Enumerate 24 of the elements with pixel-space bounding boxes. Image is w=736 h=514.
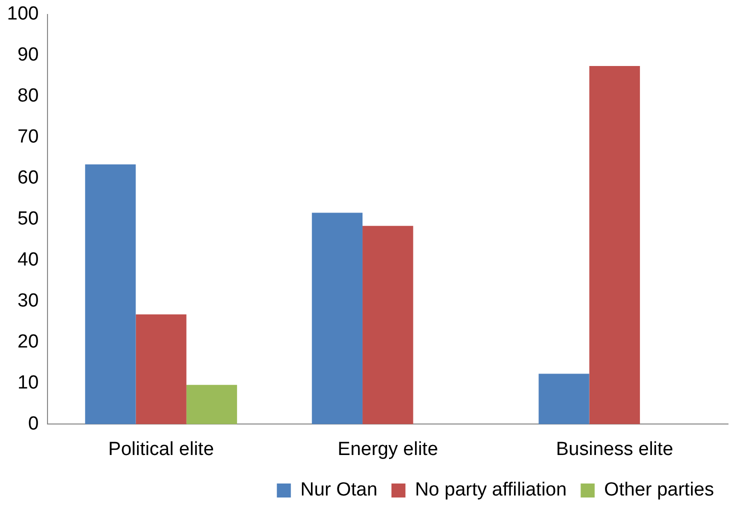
y-tick-label: 10	[18, 372, 39, 394]
x-tick-label: Business elite	[556, 438, 674, 460]
bar	[538, 374, 590, 424]
x-tick-label: Political elite	[108, 438, 214, 460]
y-tick-label: 70	[18, 126, 39, 148]
legend-label: Nur Otan	[300, 480, 378, 501]
bar	[589, 66, 640, 424]
bar	[186, 384, 238, 424]
x-tick-label: Energy elite	[338, 438, 438, 460]
y-tick-label: 0	[28, 413, 39, 434]
y-tick-label: 100	[7, 4, 39, 25]
legend-label: No party affiliation	[414, 480, 567, 501]
y-tick-label: 20	[18, 331, 39, 352]
y-tick-label: 40	[18, 250, 39, 271]
bar	[136, 314, 186, 424]
y-tick-label: 30	[18, 290, 39, 312]
bar	[85, 164, 136, 424]
bar	[362, 226, 414, 424]
y-tick-label: 90	[18, 44, 39, 66]
legend-label: Other parties	[604, 480, 714, 501]
y-tick-label: 50	[18, 208, 39, 230]
y-tick-label: 60	[18, 168, 39, 189]
y-tick-label: 80	[18, 86, 39, 107]
bar	[312, 212, 363, 424]
